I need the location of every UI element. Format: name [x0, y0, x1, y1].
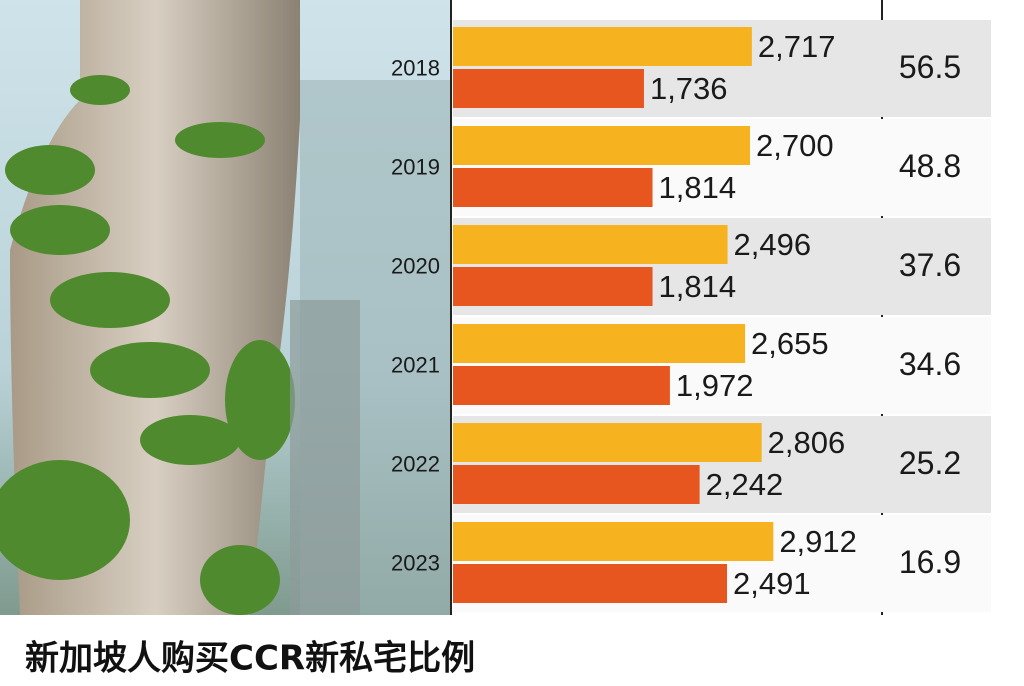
value-label: 2,912: [779, 524, 857, 559]
bar: [453, 522, 774, 561]
y-tick-label: 2021: [391, 352, 440, 377]
bar: [453, 168, 653, 207]
value-label: 2,717: [758, 29, 836, 64]
bar: [453, 267, 653, 306]
bar: [453, 465, 700, 504]
ratio-label: 37.6: [899, 247, 961, 283]
y-tick-label: 2019: [391, 154, 440, 179]
value-label: 2,806: [768, 425, 846, 460]
value-label: 2,242: [706, 467, 784, 502]
y-tick-label: 2023: [391, 550, 440, 575]
bar: [453, 423, 762, 462]
bar: [453, 324, 746, 363]
ratio-label: 25.2: [899, 445, 961, 481]
photo: [0, 0, 450, 615]
bar: [453, 225, 728, 264]
title-band: [0, 615, 1024, 682]
bar: [453, 564, 728, 603]
value-label: 2,491: [733, 566, 811, 601]
y-tick-label: 2020: [391, 253, 440, 278]
chart-title: 新加坡人购买CCR新私宅比例: [25, 639, 475, 679]
value-label: 2,700: [756, 128, 834, 163]
ratio-label: 56.5: [899, 49, 961, 85]
bar: [453, 126, 750, 165]
value-label: 2,655: [751, 326, 829, 361]
ratio-label: 16.9: [899, 544, 961, 580]
bar: [453, 366, 670, 405]
value-label: 1,814: [659, 269, 737, 304]
ratio-label: 34.6: [899, 346, 961, 382]
value-label: 1,814: [659, 170, 737, 205]
y-tick-label: 2018: [391, 55, 440, 80]
value-label: 1,972: [676, 368, 754, 403]
bar: [453, 69, 644, 108]
value-label: 1,736: [650, 71, 728, 106]
y-tick-label: 2022: [391, 451, 440, 476]
ratio-label: 48.8: [899, 148, 961, 184]
bar: [453, 27, 752, 66]
value-label: 2,496: [734, 227, 812, 262]
